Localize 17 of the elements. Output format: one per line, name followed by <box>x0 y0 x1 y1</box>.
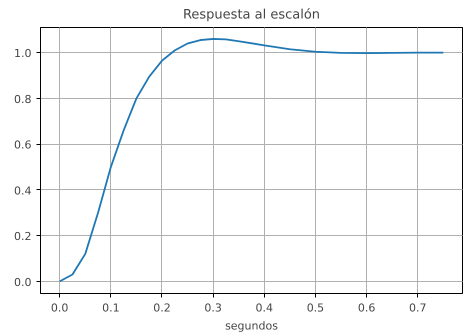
x-tick-label: 0.1 <box>102 302 120 314</box>
x-tick-label: 0.0 <box>50 302 68 314</box>
y-tick-label: 0.0 <box>14 276 32 289</box>
y-tick-label: 0.4 <box>14 184 32 198</box>
x-tick-label: 0.3 <box>204 302 222 314</box>
x-tick-label: 0.2 <box>153 302 171 314</box>
x-axis-title: segundos <box>225 320 278 332</box>
x-tick-label: 0.6 <box>358 302 376 314</box>
y-tick-label: 0.6 <box>14 138 32 152</box>
chart-title: Respuesta al escalón <box>182 8 320 22</box>
x-tick-label: 0.4 <box>256 302 274 314</box>
y-tick-label: 0.2 <box>14 230 32 244</box>
x-tick-label: 0.7 <box>408 302 426 314</box>
x-tick-label: 0.5 <box>306 302 324 314</box>
line-series <box>58 38 444 282</box>
y-tick-label: 1.0 <box>14 47 32 60</box>
y-tick-label: 0.8 <box>14 92 32 106</box>
